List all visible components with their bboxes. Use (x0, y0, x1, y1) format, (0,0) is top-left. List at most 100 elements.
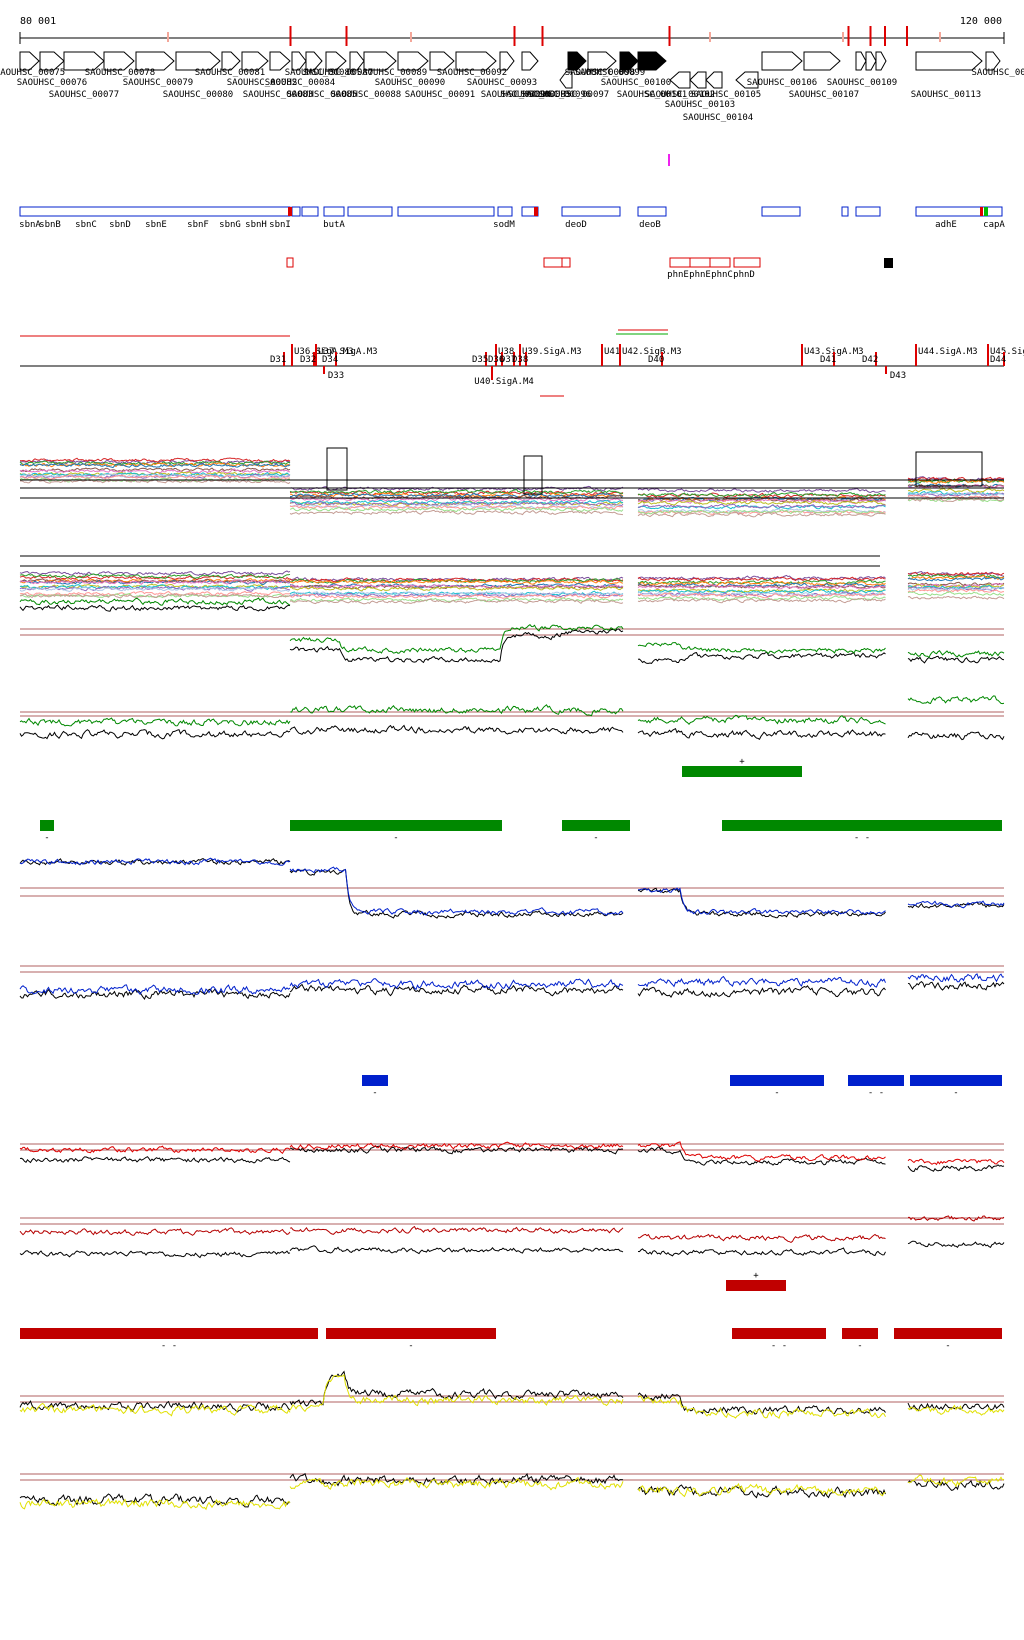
gene-arrow-forward (865, 51, 877, 71)
promoter-up-label: U37.SigA.M3 (318, 347, 378, 357)
gene-name-label: sbnA (19, 220, 41, 230)
signal-trace-colored (637, 1233, 886, 1243)
gene-arrow-forward (761, 51, 803, 71)
expression-line (19, 460, 291, 466)
gene-arrow-forward (875, 51, 887, 71)
annotation-red-marker (534, 207, 538, 216)
region-bar-sign: - (408, 1341, 413, 1351)
expression-line (907, 494, 1005, 500)
region-bar-sign: - (393, 833, 398, 843)
expression-line (289, 598, 624, 605)
gene-locus-label: SAOUHSC_00097 (539, 90, 609, 100)
expression-line (289, 488, 624, 495)
terminator-label: D31 (270, 355, 286, 365)
annotation-box (291, 206, 301, 217)
phn-box (689, 257, 711, 268)
signal-trace-colored (637, 975, 886, 988)
terminator-label: D44 (990, 355, 1006, 365)
gene-name-label: sbnC (75, 220, 97, 230)
expression-line (637, 580, 886, 586)
gene-arrow-forward (221, 51, 241, 71)
gene-locus-label: SAOUHSC_00087 (303, 68, 373, 78)
signal-trace-colored (637, 714, 886, 725)
red-track-2 (19, 1215, 1005, 1259)
gene-name-label: sodM (493, 220, 515, 230)
expression-line (19, 570, 291, 576)
signal-trace-black (19, 729, 291, 740)
annotation-box (301, 206, 319, 217)
promoter-down-label: D33 (328, 371, 344, 381)
region-bar-sign: - - (161, 1341, 177, 1351)
region-bar (894, 1328, 1002, 1339)
region-bar (848, 1075, 904, 1086)
signal-trace-colored (637, 642, 886, 655)
expression-line (637, 508, 886, 514)
region-bar-sign: - (44, 833, 49, 843)
region-bar-sign: - (593, 833, 598, 843)
expression-line (289, 586, 624, 592)
gene-locus-label: SAOUHSC_00088 (331, 90, 401, 100)
expression-line (289, 597, 624, 603)
expression-line (19, 573, 291, 580)
promoter-up-label: U45.SigA.M3 (990, 347, 1024, 357)
signal-trace-black (19, 1400, 291, 1413)
phn-gene-label: phnE (689, 270, 711, 280)
signal-trace-colored (907, 900, 1005, 909)
gene-name-label: sbnF (187, 220, 209, 230)
expression-line (637, 574, 886, 582)
promoter-down-label: U40.SigA.M4 (474, 377, 534, 387)
expression-step (915, 451, 983, 487)
region-bar (40, 820, 54, 831)
gene-locus-label: SAOUHSC_00077 (49, 90, 119, 100)
expression-line (637, 509, 886, 515)
expression-line (637, 498, 886, 505)
signal-trace-black (289, 1472, 624, 1487)
gene-locus-label: SAOUHSC_00093 (467, 78, 537, 88)
expression-line (907, 576, 1005, 582)
expression-line (289, 577, 624, 583)
terminator-label: D38 (512, 355, 528, 365)
gene-locus-label: SAOUHSC_00081 (195, 68, 265, 78)
signal-trace-black (637, 1247, 886, 1257)
gene-locus-label: SAOUHSC_00076 (17, 78, 87, 88)
annotation-box (323, 206, 345, 217)
expression-line (637, 491, 886, 498)
expression-line (637, 591, 886, 597)
gene-locus-label: SAOUHSC_00089 (357, 68, 427, 78)
region-bar (562, 820, 630, 831)
signal-trace-black (19, 1493, 291, 1508)
expression-line (907, 583, 1005, 589)
expression-line (907, 483, 1005, 489)
gene-arrow-forward (803, 51, 841, 71)
expression-line (907, 595, 1005, 600)
gene-locus-label: SAOUHSC_00109 (827, 78, 897, 88)
signal-trace-colored (19, 597, 291, 606)
signal-trace-black (907, 655, 1005, 664)
terminator-label: D41 (820, 355, 836, 365)
expression-line (907, 581, 1005, 587)
signal-trace-black (19, 988, 291, 1000)
expression-line (289, 499, 624, 505)
gene-locus-label: SAOUHSC_00098 (565, 68, 635, 78)
expression-track-1 (19, 447, 1005, 518)
promoter-up-label: U36.SigA.M3 (294, 347, 354, 357)
signal-trace-colored (19, 984, 291, 996)
gene-locus-label: SAOUHSC_00106 (747, 78, 817, 88)
region-bar (732, 1328, 826, 1339)
promoter-up-label: U44.SigA.M3 (918, 347, 978, 357)
expression-line (907, 574, 1005, 580)
gene-name-label: sbnG (219, 220, 241, 230)
annotation-box (497, 206, 513, 217)
expression-line (637, 597, 886, 604)
gene-arrow-forward (305, 51, 323, 71)
phn-gene-label: phnE (667, 270, 689, 280)
signal-trace-colored (637, 1141, 886, 1162)
expression-line (19, 467, 291, 473)
gene-locus-label: SAOUHSC_00079 (123, 78, 193, 88)
gene-locus-label: SAOUHSC_00099 (575, 68, 645, 78)
coordinate-ruler (19, 26, 1005, 46)
region-bar-sign: - (945, 1341, 950, 1351)
expression-line (19, 468, 291, 475)
signal-trace-black (289, 983, 624, 997)
signal-trace-colored (19, 717, 291, 727)
